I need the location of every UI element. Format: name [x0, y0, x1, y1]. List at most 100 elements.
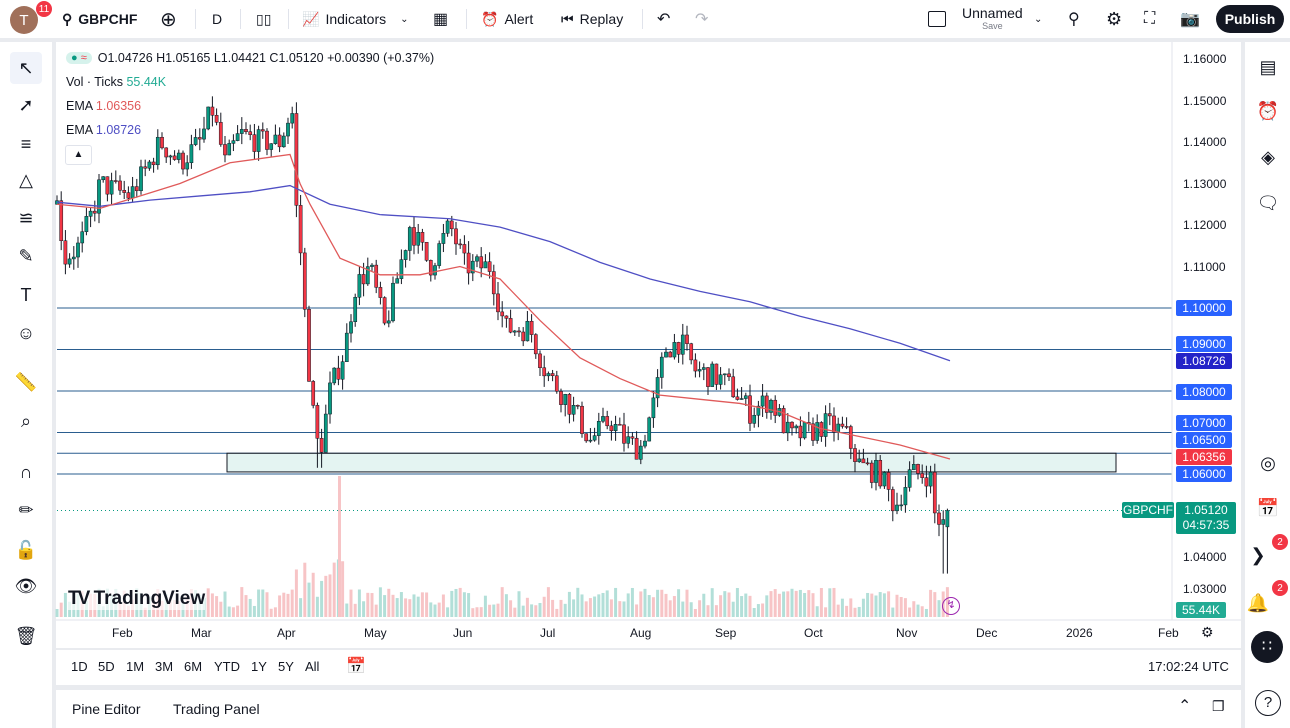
- volume-bar: [387, 588, 391, 617]
- clock[interactable]: 17:02:24 UTC: [1148, 659, 1229, 674]
- calendar-icon[interactable]: 📅: [1256, 497, 1280, 518]
- ema-fast-legend[interactable]: EMA 1.06356: [66, 99, 141, 113]
- alert-button[interactable]: ⏰ Alert: [481, 8, 533, 30]
- symbol-search[interactable]: ⚲ GBPCHF: [62, 8, 137, 30]
- replay-button[interactable]: ⏮ Replay: [561, 8, 623, 30]
- target-icon[interactable]: ◎: [1260, 452, 1276, 473]
- brush-icon[interactable]: ✎: [18, 245, 34, 266]
- range-1d[interactable]: 1D: [71, 659, 88, 674]
- volume-bar: [588, 598, 592, 617]
- volume-bar: [311, 572, 315, 617]
- volume-bar: [509, 600, 513, 617]
- fullscreen-icon[interactable]: ⛶: [1144, 10, 1156, 27]
- range-all[interactable]: All: [305, 659, 320, 674]
- volume-bar: [534, 605, 538, 617]
- collapse-legend-button[interactable]: ▲: [65, 145, 92, 165]
- volume-bar: [273, 607, 277, 617]
- indicators-button[interactable]: 📈 Indicators ⌄: [302, 8, 409, 30]
- layers-icon[interactable]: ◈: [1261, 146, 1275, 167]
- volume-bar: [357, 589, 361, 617]
- horizontal-lines-icon[interactable]: ≡: [20, 133, 32, 154]
- candles-icon[interactable]: ▯▯: [256, 10, 272, 27]
- layouts-icon[interactable]: ▦: [433, 11, 449, 28]
- volume-bar: [488, 604, 492, 617]
- camera-icon[interactable]: 📷: [1180, 11, 1200, 28]
- volume-bar: [899, 597, 903, 617]
- undo-icon[interactable]: ↶: [657, 11, 671, 28]
- fib-icon[interactable]: ≌: [18, 207, 34, 228]
- settings-icon[interactable]: ⚙: [1106, 8, 1123, 29]
- ema-fast-line: [56, 153, 951, 460]
- bell-icon[interactable]: 🔔: [1246, 592, 1270, 613]
- right-sidebar: ▤ ⏰ ◈ 🗨 ◎ 📅 ❯ 2 🔔 2 ∷ ?: [1245, 42, 1290, 728]
- quick-search-icon[interactable]: ⚲: [1068, 11, 1080, 28]
- candle-body: [865, 462, 870, 465]
- volume-bar: [425, 592, 429, 617]
- eye-icon[interactable]: 👁: [14, 575, 38, 596]
- trash-icon[interactable]: 🗑: [14, 625, 38, 646]
- publish-button[interactable]: Publish: [1216, 5, 1284, 33]
- volume-bar: [698, 600, 702, 617]
- redo-icon[interactable]: ↷: [695, 11, 709, 28]
- compare-icon[interactable]: ⊕: [160, 8, 177, 31]
- help-icon[interactable]: ?: [1255, 690, 1281, 716]
- volume-bar: [719, 595, 723, 617]
- candle-body: [823, 413, 828, 437]
- volume-bar: [572, 599, 576, 617]
- layout-checkbox-icon[interactable]: [928, 8, 946, 30]
- avatar[interactable]: T: [10, 6, 38, 34]
- range-5d[interactable]: 5D: [98, 659, 115, 674]
- level-label: 1.06500: [1176, 432, 1232, 448]
- lock-drawing-icon[interactable]: ✏: [18, 499, 34, 520]
- watchlist-icon[interactable]: ▤: [1259, 56, 1277, 77]
- volume-bar: [517, 591, 521, 617]
- chat-icon[interactable]: 🗨: [1256, 192, 1280, 213]
- volume-bar: [807, 590, 811, 617]
- volume-bar: [441, 594, 445, 617]
- axis-settings-icon[interactable]: ⚙: [1201, 624, 1214, 640]
- volume-bar: [773, 589, 777, 617]
- volume-bar: [706, 605, 710, 617]
- range-5y[interactable]: 5Y: [278, 659, 294, 674]
- trendline-icon[interactable]: ➚: [18, 94, 34, 115]
- lightning-icon[interactable]: ↯: [942, 597, 960, 615]
- apps-grid-icon[interactable]: ∷: [1251, 631, 1283, 663]
- candle-body: [294, 113, 299, 206]
- maximize-icon[interactable]: ❐: [1212, 698, 1225, 714]
- date-range-icon[interactable]: 📅: [346, 658, 366, 675]
- range-1y[interactable]: 1Y: [251, 659, 267, 674]
- volume-bar: [836, 604, 840, 617]
- range-3m[interactable]: 3M: [155, 659, 174, 674]
- range-1m[interactable]: 1M: [126, 659, 145, 674]
- interval-button[interactable]: D: [212, 11, 223, 27]
- layout-name[interactable]: Unnamed Save: [962, 5, 1023, 32]
- chevron-down-icon[interactable]: ⌄: [1034, 13, 1043, 25]
- volume-bar: [483, 595, 487, 617]
- candle-body: [529, 320, 534, 335]
- volume-bar: [924, 608, 928, 617]
- candle-body: [433, 265, 437, 276]
- zoom-in-icon[interactable]: ⌕: [20, 410, 32, 431]
- lock-icon[interactable]: 🔓: [14, 539, 38, 560]
- time-tick: Nov: [896, 626, 918, 640]
- chevron-down-icon: ⌄: [400, 13, 409, 25]
- ideas-stream-icon[interactable]: ❯: [1250, 544, 1266, 565]
- emoji-icon[interactable]: ☺: [16, 322, 36, 343]
- candle-body: [886, 472, 891, 490]
- ruler-icon[interactable]: 📏: [14, 371, 38, 392]
- magnet-icon[interactable]: ∩: [19, 461, 33, 482]
- alerts-clock-icon[interactable]: ⏰: [1256, 100, 1280, 121]
- chevron-up-icon[interactable]: ⌃: [1178, 698, 1192, 715]
- volume-bar: [677, 589, 681, 617]
- pine-editor-tab[interactable]: Pine Editor: [72, 701, 141, 717]
- cursor-icon[interactable]: ↖: [10, 52, 42, 84]
- candle-body: [223, 144, 227, 156]
- range-6m[interactable]: 6M: [184, 659, 203, 674]
- trading-panel-tab[interactable]: Trading Panel: [173, 701, 260, 717]
- pattern-icon[interactable]: △: [19, 169, 33, 190]
- range-ytd[interactable]: YTD: [214, 659, 240, 674]
- volume-bar: [446, 607, 450, 617]
- text-icon[interactable]: T: [20, 284, 32, 305]
- ema-slow-legend[interactable]: EMA 1.08726: [66, 123, 141, 137]
